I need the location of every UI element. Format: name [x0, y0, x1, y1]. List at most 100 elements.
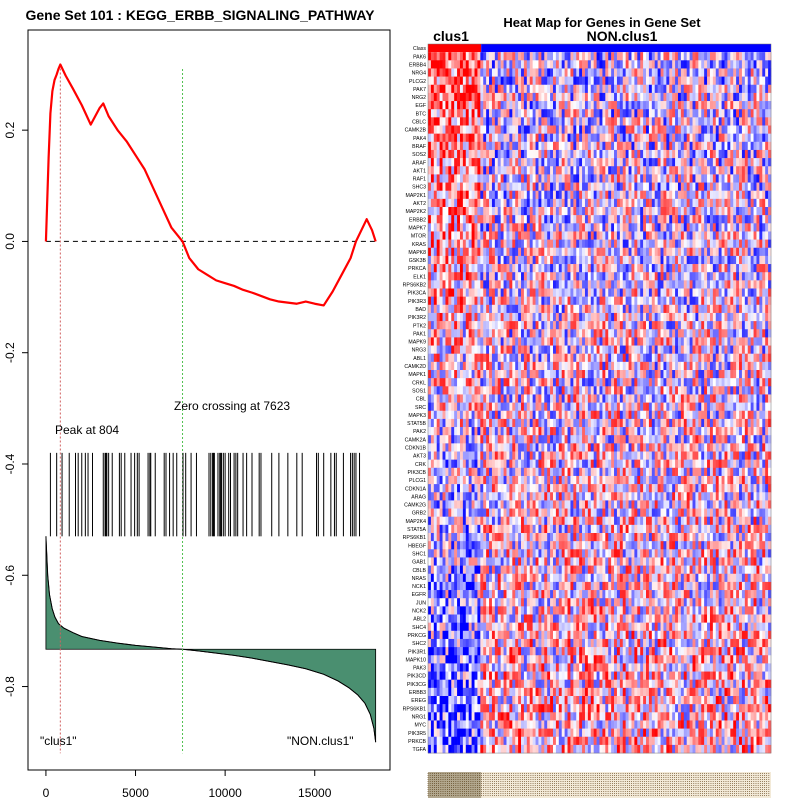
heatmap-cell: [704, 280, 708, 289]
heatmap-cell: [622, 68, 626, 77]
heatmap-cell: [552, 109, 557, 118]
heatmap-cell: [532, 280, 536, 289]
heatmap-cell: [666, 166, 670, 175]
heatmap-cell: [622, 215, 626, 224]
heatmap-cell: [457, 76, 461, 86]
heatmap-cell: [733, 337, 737, 346]
heatmap-cell: [631, 247, 635, 257]
heatmap-cell: [535, 288, 539, 297]
heatmap-cell: [599, 117, 603, 126]
heatmap-cell: [430, 304, 435, 314]
heatmap-cell: [657, 361, 661, 371]
heatmap-cell: [552, 182, 557, 191]
heatmap-cell: [477, 361, 481, 371]
heatmap-cell: [587, 329, 592, 338]
heatmap-cell: [468, 158, 472, 167]
heatmap-cell: [503, 312, 507, 322]
heatmap-cell: [538, 182, 542, 191]
heatmap-cell: [521, 174, 525, 183]
heatmap-cell: [587, 117, 592, 126]
heatmap-cell: [428, 312, 432, 322]
heatmap-cell: [521, 207, 525, 216]
heatmap-cell: [506, 198, 510, 208]
heatmap-cell: [669, 239, 673, 249]
heatmap-cell: [768, 337, 772, 346]
heatmap-cell: [544, 239, 548, 249]
heatmap-cell: [744, 353, 749, 363]
heatmap-cell: [768, 182, 772, 191]
heatmap-cell: [494, 109, 499, 118]
heatmap-cell: [512, 329, 516, 338]
heatmap-cell: [428, 264, 432, 273]
heatmap-cell: [622, 321, 626, 330]
heatmap-cell: [506, 255, 510, 265]
heatmap-cell: [634, 378, 638, 387]
heatmap-cell: [744, 370, 749, 379]
heatmap-cell: [698, 353, 702, 363]
heatmap-cell: [640, 361, 644, 371]
heatmap-cell: [471, 101, 475, 110]
heatmap-cell: [561, 272, 565, 281]
heatmap-row-label: NRG2: [412, 95, 427, 101]
heatmap-cell: [680, 247, 685, 257]
heatmap-cell: [465, 231, 469, 240]
heatmap-cell: [552, 361, 557, 371]
heatmap-cell: [521, 92, 525, 102]
heatmap-cell: [750, 337, 754, 346]
heatmap-cell: [736, 353, 740, 363]
heatmap-cell: [497, 133, 501, 143]
heatmap-cell: [590, 321, 594, 330]
heatmap-cell: [768, 117, 772, 126]
heatmap-cell: [538, 321, 542, 330]
heatmap-cell: [765, 264, 769, 273]
heatmap-cell: [512, 182, 516, 191]
heatmap-cell: [462, 247, 467, 257]
heatmap-cell: [451, 174, 455, 183]
heatmap-cell: [436, 255, 440, 265]
heatmap-cell: [689, 117, 693, 126]
heatmap-cell: [675, 166, 679, 175]
heatmap-cell: [616, 92, 621, 102]
heatmap-cell: [512, 198, 516, 208]
heatmap-cell: [646, 231, 650, 240]
heatmap-cell: [523, 329, 528, 338]
heatmap-cell: [640, 337, 644, 346]
heatmap-cell: [709, 52, 714, 61]
heatmap-cell: [500, 361, 504, 371]
heatmap-cell: [651, 76, 656, 86]
heatmap-cell: [675, 255, 679, 265]
heatmap-cell: [564, 166, 568, 175]
heatmap-cell: [570, 198, 574, 208]
heatmap-cell: [584, 101, 589, 110]
heatmap-cell: [483, 255, 487, 265]
heatmap-cell: [756, 272, 760, 281]
heatmap-cell: [515, 223, 519, 232]
heatmap-cell: [538, 133, 542, 143]
heatmap-cell: [657, 92, 661, 102]
heatmap-cell: [622, 109, 626, 118]
heatmap-cell: [733, 207, 737, 216]
heatmap-cell: [582, 370, 586, 379]
heatmap-cell: [709, 304, 714, 314]
heatmap-cell: [454, 149, 458, 159]
heatmap-cell: [651, 125, 656, 134]
heatmap-cell: [512, 272, 516, 281]
heatmap-cell: [451, 68, 455, 77]
heatmap-row-label: SHC4: [412, 625, 426, 631]
heatmap-cell: [619, 174, 624, 183]
heatmap-cell: [561, 149, 565, 159]
heatmap-row-label: NRAS: [412, 576, 427, 582]
heatmap-cell: [672, 312, 676, 322]
heatmap-cell: [439, 215, 443, 224]
heatmap-cell: [541, 125, 545, 134]
heatmap-cell: [660, 117, 664, 126]
heatmap-cell: [433, 109, 438, 118]
heatmap-cell: [753, 174, 757, 183]
heatmap-cell: [634, 215, 638, 224]
heatmap-cell: [692, 52, 696, 61]
heatmap-cell: [657, 182, 661, 191]
heatmap-cell: [561, 280, 565, 289]
heatmap-cell: [721, 207, 725, 216]
heatmap-cell: [486, 109, 490, 118]
heatmap-cell: [596, 149, 600, 159]
